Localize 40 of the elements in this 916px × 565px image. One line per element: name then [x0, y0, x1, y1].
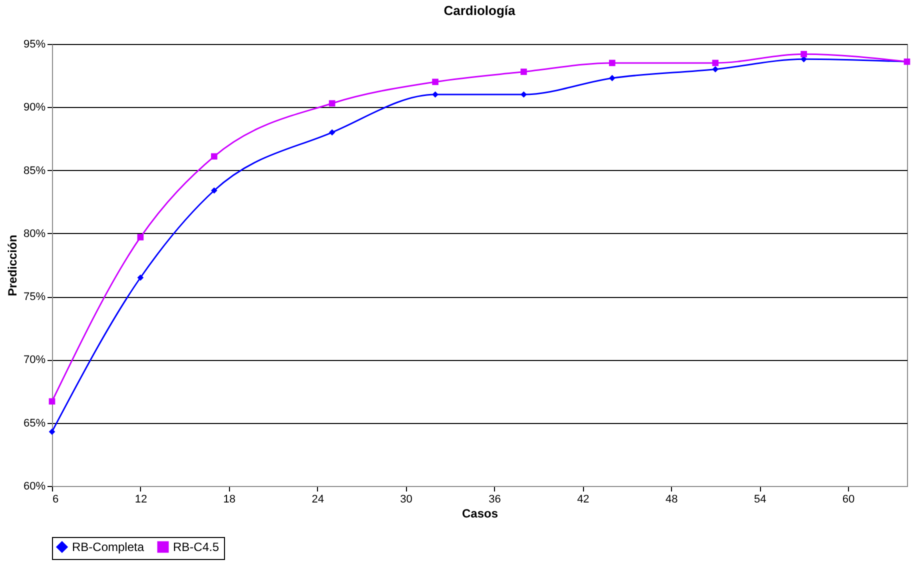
- point: [609, 74, 616, 82]
- point: [712, 60, 719, 66]
- x-tick-label: 12: [134, 494, 148, 506]
- point: [328, 100, 336, 107]
- point: [609, 60, 616, 66]
- y-tick-label: 75%: [23, 291, 46, 304]
- point: [328, 129, 336, 136]
- point: [48, 428, 56, 435]
- chart-title: Cardiología: [444, 3, 516, 18]
- point: [800, 50, 807, 58]
- y-tick-label: 90%: [23, 102, 46, 114]
- y-axis-title: Predicción: [5, 234, 20, 296]
- x-tick-label: 24: [312, 494, 324, 506]
- y-tick-label: 95%: [23, 38, 46, 50]
- x-tick-label: 6: [52, 494, 59, 506]
- point: [137, 274, 144, 281]
- y-tick-label: 60%: [23, 480, 46, 492]
- y-tick-label: 65%: [23, 417, 46, 430]
- point: [137, 234, 144, 240]
- point: [432, 91, 438, 98]
- point: [712, 66, 719, 72]
- point: [520, 68, 527, 75]
- y-tick-label: 70%: [23, 354, 46, 366]
- x-tick-label: 60: [842, 494, 855, 506]
- legend-label: RB-Completa: [72, 540, 144, 554]
- x-tick-label: 18: [223, 494, 236, 506]
- x-axis-title: Casos: [462, 506, 498, 520]
- x-tick-label: 42: [577, 494, 590, 506]
- x-tick-label: 54: [754, 494, 766, 506]
- point: [210, 153, 218, 160]
- y-tick-label: 85%: [23, 164, 46, 177]
- point: [210, 187, 218, 194]
- point: [432, 78, 438, 86]
- x-tick-label: 48: [666, 494, 678, 506]
- legend-label: RB-C4.5: [173, 540, 220, 554]
- x-tick-label: 36: [488, 494, 501, 506]
- point: [520, 91, 527, 98]
- y-tick-label: 80%: [23, 228, 46, 240]
- x-tick-label: 30: [400, 494, 412, 506]
- point: [48, 398, 56, 405]
